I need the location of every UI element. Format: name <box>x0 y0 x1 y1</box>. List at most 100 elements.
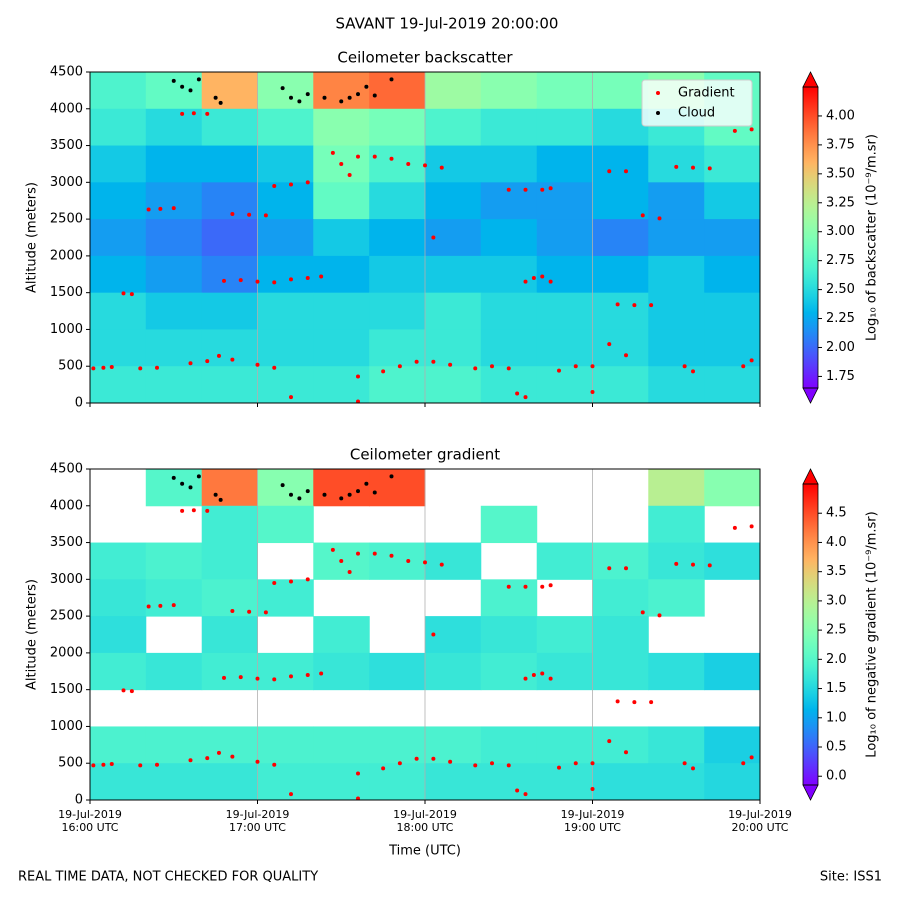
colorbar-tick-label: 3.00 <box>826 224 855 239</box>
heat-cell <box>592 182 649 220</box>
scatter-point <box>171 603 176 608</box>
heat-cell <box>257 72 314 110</box>
scatter-point <box>171 475 176 480</box>
colorbar-tick-label: 3.0 <box>826 593 847 608</box>
heat-cell <box>480 652 538 691</box>
heat-cell <box>90 72 147 110</box>
scatter-point <box>255 676 260 681</box>
scatter-point <box>205 756 210 761</box>
y-tick-label: 4000 <box>50 101 83 116</box>
scatter-point <box>272 184 277 189</box>
scatter-point <box>146 207 151 212</box>
scatter-point <box>431 235 436 240</box>
scatter-point <box>691 766 695 771</box>
scatter-point <box>414 359 419 364</box>
scatter-point <box>431 632 436 637</box>
scatter-point <box>624 169 628 174</box>
scatter-point <box>389 77 394 82</box>
scatter-point <box>506 584 511 589</box>
colorbar-tick-label: 3.50 <box>826 166 855 181</box>
heat-cell <box>201 366 258 403</box>
scatter-point <box>255 362 260 367</box>
scatter-point <box>406 161 411 166</box>
scatter-point <box>356 771 360 776</box>
heat-cell <box>145 726 203 764</box>
colorbar-tick-label: 0.0 <box>826 769 847 784</box>
scatter-point <box>91 366 96 371</box>
scatter-point <box>397 364 402 369</box>
colorbar-tick-label: 2.00 <box>826 340 855 355</box>
scatter-point <box>230 754 235 759</box>
scatter-point <box>347 95 352 100</box>
heat-cell <box>90 616 147 654</box>
scatter-point <box>590 786 595 791</box>
scatter-point <box>732 525 737 530</box>
scatter-point <box>732 128 737 133</box>
colorbar-frame <box>802 483 819 786</box>
scatter-point <box>381 369 386 374</box>
heat-cell <box>201 292 258 330</box>
scatter-point <box>289 95 293 100</box>
heat-cell <box>536 255 593 294</box>
heat-cell <box>536 182 593 220</box>
y-tick-label: 1500 <box>50 285 83 300</box>
scatter-point <box>180 508 185 513</box>
heat-cell <box>648 145 705 183</box>
scatter-point <box>423 163 427 168</box>
scatter-point <box>129 292 134 297</box>
scatter-point <box>319 671 324 676</box>
scatter-point <box>297 99 302 104</box>
heat-cell <box>425 145 482 183</box>
scatter-point <box>356 92 360 97</box>
heat-cell <box>704 366 760 403</box>
scatter-point <box>289 579 293 584</box>
heat-cell <box>257 726 314 764</box>
heat-cell <box>592 366 649 403</box>
heat-cell <box>648 255 705 294</box>
scatter-point <box>523 279 528 284</box>
scatter-point <box>297 496 302 501</box>
scatter-point <box>590 364 595 369</box>
heat-cell <box>592 292 649 330</box>
scatter-point <box>624 750 628 755</box>
heat-cell <box>648 542 705 580</box>
scatter-point <box>691 369 695 374</box>
heat-cell <box>536 726 593 764</box>
heat-cell <box>704 219 760 257</box>
scatter-point <box>649 303 654 308</box>
heat-cell <box>592 255 649 294</box>
heat-cell <box>201 505 258 544</box>
heat-cell <box>257 219 314 257</box>
scatter-point <box>356 399 360 403</box>
scatter-point <box>289 792 293 797</box>
y-tick-label: 0 <box>75 396 83 411</box>
heat-cell <box>90 329 147 367</box>
scatter-point <box>230 211 235 216</box>
scatter-point <box>406 558 411 563</box>
colorbar-tick-label: 1.75 <box>826 369 855 384</box>
heat-cell <box>369 182 426 220</box>
scatter-point <box>590 389 595 394</box>
colorbar-tick-label: 2.50 <box>826 282 855 297</box>
colorbar-frame <box>802 86 819 389</box>
scatter-point <box>439 562 444 567</box>
x-tick-label: 19-Jul-2019 16:00 UTC <box>58 808 122 834</box>
scatter-point <box>272 581 277 586</box>
scatter-point <box>389 156 394 161</box>
scatter-point <box>330 547 335 552</box>
scatter-point <box>272 365 277 370</box>
heat-cell <box>648 505 705 544</box>
legend-box <box>641 79 753 127</box>
y-tick-label: 1500 <box>50 682 83 697</box>
scatter-point <box>91 763 96 768</box>
heat-cell <box>536 652 593 691</box>
heat-cell <box>592 579 649 617</box>
heat-cell <box>592 329 649 367</box>
legend: Gradient Cloud <box>641 79 753 127</box>
scatter-point <box>280 483 285 488</box>
heat-cell <box>648 366 705 403</box>
heat-cell <box>145 72 203 110</box>
heat-cell <box>90 763 147 800</box>
plot-area <box>90 469 760 800</box>
scatter-point <box>657 613 662 618</box>
